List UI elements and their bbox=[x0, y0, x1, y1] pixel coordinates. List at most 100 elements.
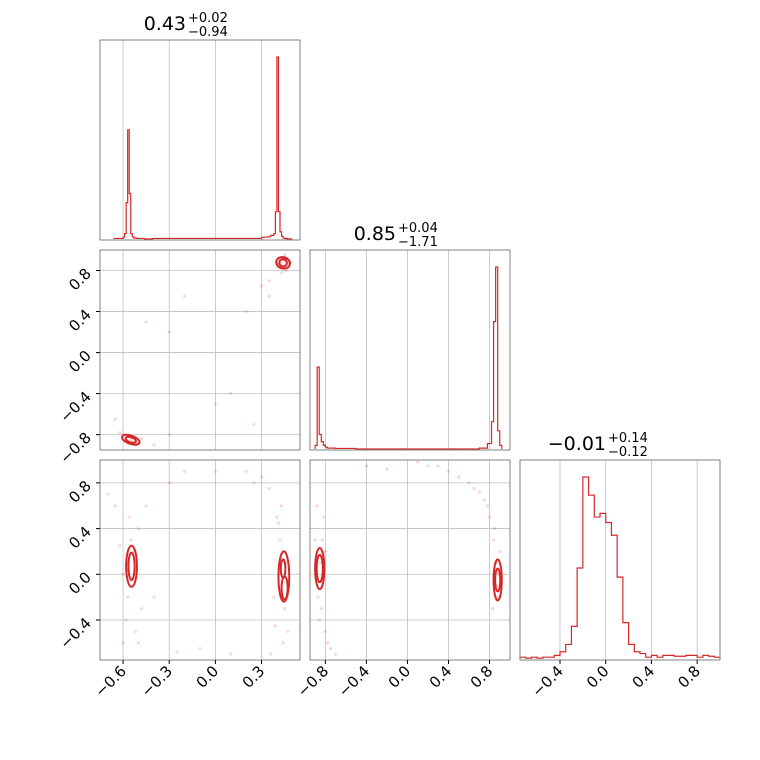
sample-point bbox=[278, 538, 282, 542]
sample-point bbox=[144, 504, 148, 508]
x-tick-label: −0.4 bbox=[335, 662, 373, 700]
sample-point bbox=[229, 391, 233, 396]
panel-p1-vs-p3: 0.8 0.4 0.0 −0.4 −0.6 −0.3 0.0 0.3 bbox=[56, 459, 301, 701]
panel-p1-marginal: 0.43 +0.02−0.94 bbox=[99, 11, 301, 241]
sample-point bbox=[213, 469, 217, 474]
sample-point bbox=[267, 486, 271, 491]
contour-level bbox=[492, 558, 503, 602]
contour-level bbox=[124, 435, 137, 444]
contour-level bbox=[279, 558, 287, 579]
sample-point bbox=[319, 606, 323, 611]
contour-level bbox=[127, 551, 136, 581]
x-tick-label: 0.4 bbox=[629, 662, 659, 692]
sample-point bbox=[144, 320, 148, 324]
sample-point bbox=[118, 430, 122, 435]
sample-point bbox=[139, 437, 144, 441]
sample-point bbox=[284, 268, 288, 273]
x-tick-label: 0.8 bbox=[674, 662, 704, 692]
sample-point bbox=[493, 526, 497, 531]
sample-point bbox=[259, 284, 264, 288]
title-minus: −0.94 bbox=[188, 25, 228, 40]
y-tick-label: 0.4 bbox=[65, 523, 95, 553]
sample-point bbox=[334, 652, 338, 656]
contour-level bbox=[314, 547, 326, 591]
sample-point bbox=[321, 515, 325, 519]
sample-point bbox=[136, 526, 141, 531]
sample-point bbox=[113, 417, 117, 421]
sample-point bbox=[385, 467, 389, 471]
sample-point bbox=[281, 641, 285, 645]
sample-point bbox=[279, 260, 284, 264]
histogram-step bbox=[113, 56, 293, 240]
panel-p3-marginal: −0.01 +0.14−0.12 −0.4 0.0 0.4 0.8 bbox=[519, 431, 721, 701]
y-tick-label: −0.4 bbox=[56, 614, 94, 652]
sample-point bbox=[167, 481, 171, 485]
sample-point bbox=[457, 475, 461, 479]
x-tick-label: 0.3 bbox=[239, 662, 269, 692]
contour-level bbox=[125, 544, 138, 588]
panel-p1-vs-p2: 0.8 0.4 0.0 −0.4−0.8 bbox=[56, 249, 301, 467]
sample-point bbox=[436, 464, 440, 468]
sample-point bbox=[167, 433, 171, 437]
sample-point bbox=[267, 279, 271, 283]
title-value: 0.85 bbox=[354, 223, 396, 245]
sample-point bbox=[272, 595, 276, 599]
axes-frame bbox=[309, 249, 511, 451]
contour-level bbox=[278, 258, 288, 268]
sample-point bbox=[446, 469, 451, 474]
sample-point bbox=[467, 481, 471, 485]
sample-point bbox=[118, 544, 122, 548]
sample-point bbox=[252, 481, 256, 485]
sample-point bbox=[129, 438, 133, 442]
sample-point bbox=[496, 595, 500, 599]
sample-point bbox=[267, 294, 271, 298]
sample-point bbox=[416, 460, 420, 464]
sample-point bbox=[183, 469, 187, 474]
sample-point bbox=[175, 650, 179, 654]
sample-point bbox=[315, 504, 319, 508]
sample-point bbox=[328, 646, 333, 651]
histogram-step bbox=[519, 476, 721, 659]
histogram-step bbox=[314, 266, 503, 450]
title-plus: +0.02 bbox=[188, 11, 228, 26]
sample-point bbox=[485, 504, 490, 508]
sample-point bbox=[136, 641, 141, 645]
sample-point bbox=[283, 606, 287, 611]
sample-point bbox=[244, 469, 248, 474]
y-tick-label: 0.0 bbox=[65, 347, 95, 377]
x-tick-label: −0.8 bbox=[294, 662, 332, 700]
title-value: −0.01 bbox=[548, 433, 606, 455]
sample-point bbox=[139, 606, 144, 611]
contour-level bbox=[120, 433, 141, 446]
sample-point bbox=[121, 572, 125, 576]
axes-frame bbox=[99, 249, 301, 451]
title-plus: +0.04 bbox=[398, 221, 438, 236]
x-tick-label: 0.4 bbox=[426, 662, 456, 692]
sample-point bbox=[498, 549, 502, 554]
x-tick-label: −0.6 bbox=[91, 662, 129, 700]
sample-point bbox=[124, 618, 128, 622]
sample-point bbox=[316, 595, 320, 599]
sample-point bbox=[152, 595, 156, 599]
sample-point bbox=[286, 629, 290, 634]
x-tick-label: 0.0 bbox=[193, 662, 223, 692]
contour-level bbox=[275, 256, 291, 270]
sample-point bbox=[490, 606, 495, 611]
sample-point bbox=[213, 402, 217, 406]
sample-point bbox=[273, 624, 277, 628]
sample-point bbox=[198, 646, 202, 651]
sample-point bbox=[318, 561, 322, 565]
contour-level bbox=[494, 567, 502, 593]
sample-point bbox=[269, 652, 273, 656]
x-tick-label: −0.4 bbox=[528, 662, 566, 700]
panel-p2-vs-p3: −0.8 −0.4 0.0 0.4 0.8 bbox=[294, 459, 511, 701]
sample-point bbox=[364, 464, 369, 468]
sample-point bbox=[491, 538, 496, 542]
sample-point bbox=[313, 538, 317, 542]
sample-point bbox=[113, 504, 117, 508]
y-tick-label: 0.0 bbox=[65, 568, 95, 598]
sample-point bbox=[183, 294, 187, 298]
x-tick-label: 0.8 bbox=[467, 662, 497, 692]
sample-point bbox=[244, 309, 248, 314]
x-tick-label: 0.0 bbox=[583, 662, 613, 692]
